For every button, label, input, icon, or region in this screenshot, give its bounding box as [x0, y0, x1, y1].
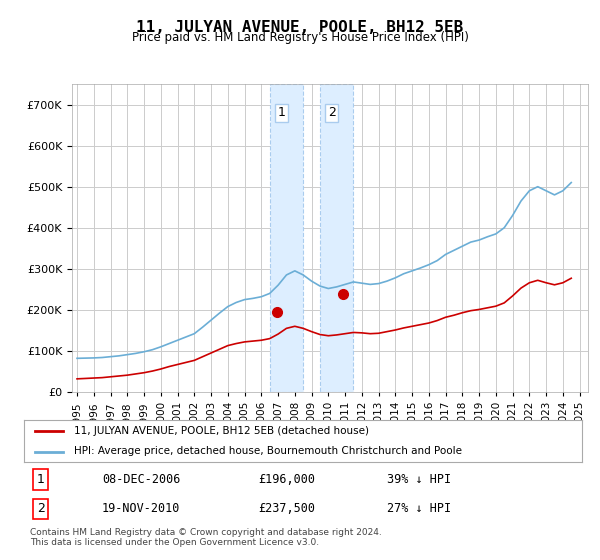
Text: 08-DEC-2006: 08-DEC-2006	[102, 473, 181, 486]
Text: 39% ↓ HPI: 39% ↓ HPI	[387, 473, 451, 486]
Text: 19-NOV-2010: 19-NOV-2010	[102, 502, 181, 515]
Text: Contains HM Land Registry data © Crown copyright and database right 2024.
This d: Contains HM Land Registry data © Crown c…	[30, 528, 382, 547]
Bar	[320, 84, 353, 392]
Text: 11, JULYAN AVENUE, POOLE, BH12 5EB (detached house): 11, JULYAN AVENUE, POOLE, BH12 5EB (deta…	[74, 426, 369, 436]
Text: £196,000: £196,000	[259, 473, 316, 486]
Text: 1: 1	[37, 473, 44, 486]
Text: HPI: Average price, detached house, Bournemouth Christchurch and Poole: HPI: Average price, detached house, Bour…	[74, 446, 462, 456]
Text: £237,500: £237,500	[259, 502, 316, 515]
Bar	[269, 84, 303, 392]
Text: 11, JULYAN AVENUE, POOLE, BH12 5EB: 11, JULYAN AVENUE, POOLE, BH12 5EB	[136, 20, 464, 35]
Text: 2: 2	[328, 106, 335, 119]
Text: Price paid vs. HM Land Registry's House Price Index (HPI): Price paid vs. HM Land Registry's House …	[131, 31, 469, 44]
Text: 1: 1	[277, 106, 286, 119]
Text: 27% ↓ HPI: 27% ↓ HPI	[387, 502, 451, 515]
Text: 2: 2	[37, 502, 44, 515]
